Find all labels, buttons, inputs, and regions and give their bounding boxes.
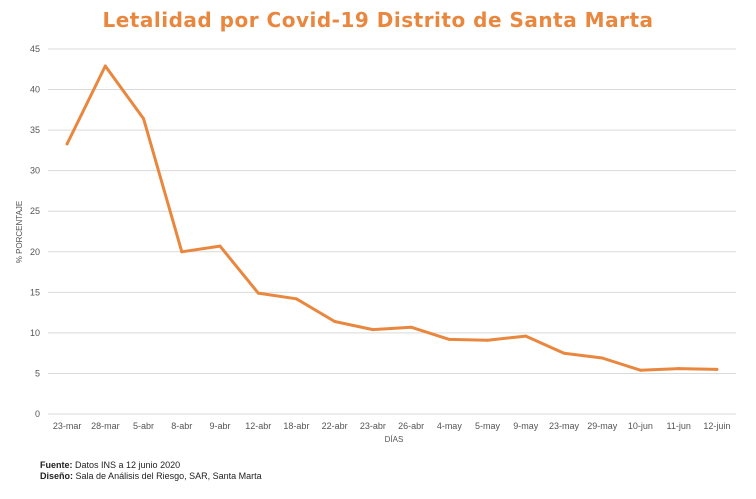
x-tick-label: 11-jun: [666, 421, 690, 431]
data-point: [142, 117, 146, 121]
series-line-0: [65, 64, 719, 372]
y-axis-label: % PORCENTAJE: [15, 201, 24, 264]
y-tick-label: 40: [30, 85, 40, 95]
data-point: [524, 334, 528, 338]
y-tick-label: 20: [30, 247, 40, 257]
x-tick-label: 5-may: [475, 421, 501, 431]
data-point: [333, 320, 337, 324]
data-point: [600, 356, 604, 360]
x-tick-label: 12-abr: [245, 421, 271, 431]
y-tick-label: 5: [35, 368, 40, 378]
data-point: [371, 328, 375, 332]
x-tick-label: 23-abr: [360, 421, 386, 431]
data-point: [409, 325, 413, 329]
data-point: [715, 367, 719, 371]
y-tick-label: 35: [30, 125, 40, 135]
data-point: [218, 244, 222, 248]
data-point: [103, 64, 107, 68]
y-tick-labels: 0 5 10 15 20 25 30 35 40 45: [30, 44, 40, 419]
chart-title: Letalidad por Covid-19 Distrito de Santa…: [102, 8, 654, 32]
x-tick-label: 23-mar: [53, 421, 82, 431]
x-axis-label: DÍAS: [385, 435, 404, 444]
data-point: [294, 297, 298, 301]
design-text: Sala de Análisis del Riesgo, SAR, Santa …: [75, 471, 262, 481]
x-tick-label: 5-abr: [133, 421, 154, 431]
footer-design: Diseño: Sala de Análisis del Riesgo, SAR…: [40, 471, 262, 481]
data-point: [677, 367, 681, 371]
data-point: [486, 338, 490, 342]
x-tick-label: 4-may: [437, 421, 463, 431]
data-point: [638, 368, 642, 372]
x-tick-label: 18-abr: [283, 421, 309, 431]
y-tick-label: 45: [30, 44, 40, 54]
x-tick-label: 10-jun: [628, 421, 653, 431]
source-label: Fuente:: [40, 460, 73, 470]
gridlines: [48, 48, 736, 415]
y-tick-label: 0: [35, 409, 40, 419]
x-tick-label: 28-mar: [91, 421, 120, 431]
data-point: [256, 291, 260, 295]
x-tick-label: 9-may: [513, 421, 539, 431]
x-tick-label: 29-may: [587, 421, 618, 431]
x-tick-label: 12-juin: [703, 421, 730, 431]
y-tick-label: 30: [30, 166, 40, 176]
data-point: [180, 250, 184, 254]
data-point: [562, 351, 566, 355]
design-label: Diseño:: [40, 471, 74, 481]
y-tick-label: 15: [30, 287, 40, 297]
footer-source: Fuente: Datos INS a 12 junio 2020: [40, 460, 180, 470]
x-tick-label: 9-abr: [209, 421, 230, 431]
source-text: Datos INS a 12 junio 2020: [75, 460, 181, 470]
x-tick-labels: 23-mar 28-mar 5-abr 8-abr 9-abr 12-abr 18-abr 2…: [53, 421, 731, 431]
x-tick-label: 23-may: [549, 421, 580, 431]
series-lines: [65, 64, 719, 372]
x-tick-label: 22-abr: [322, 421, 348, 431]
data-point: [447, 337, 451, 341]
x-tick-label: 26-abr: [398, 421, 424, 431]
x-tick-label: 8-abr: [171, 421, 192, 431]
data-point: [65, 142, 69, 146]
y-tick-label: 10: [30, 328, 40, 338]
y-tick-label: 25: [30, 206, 40, 216]
